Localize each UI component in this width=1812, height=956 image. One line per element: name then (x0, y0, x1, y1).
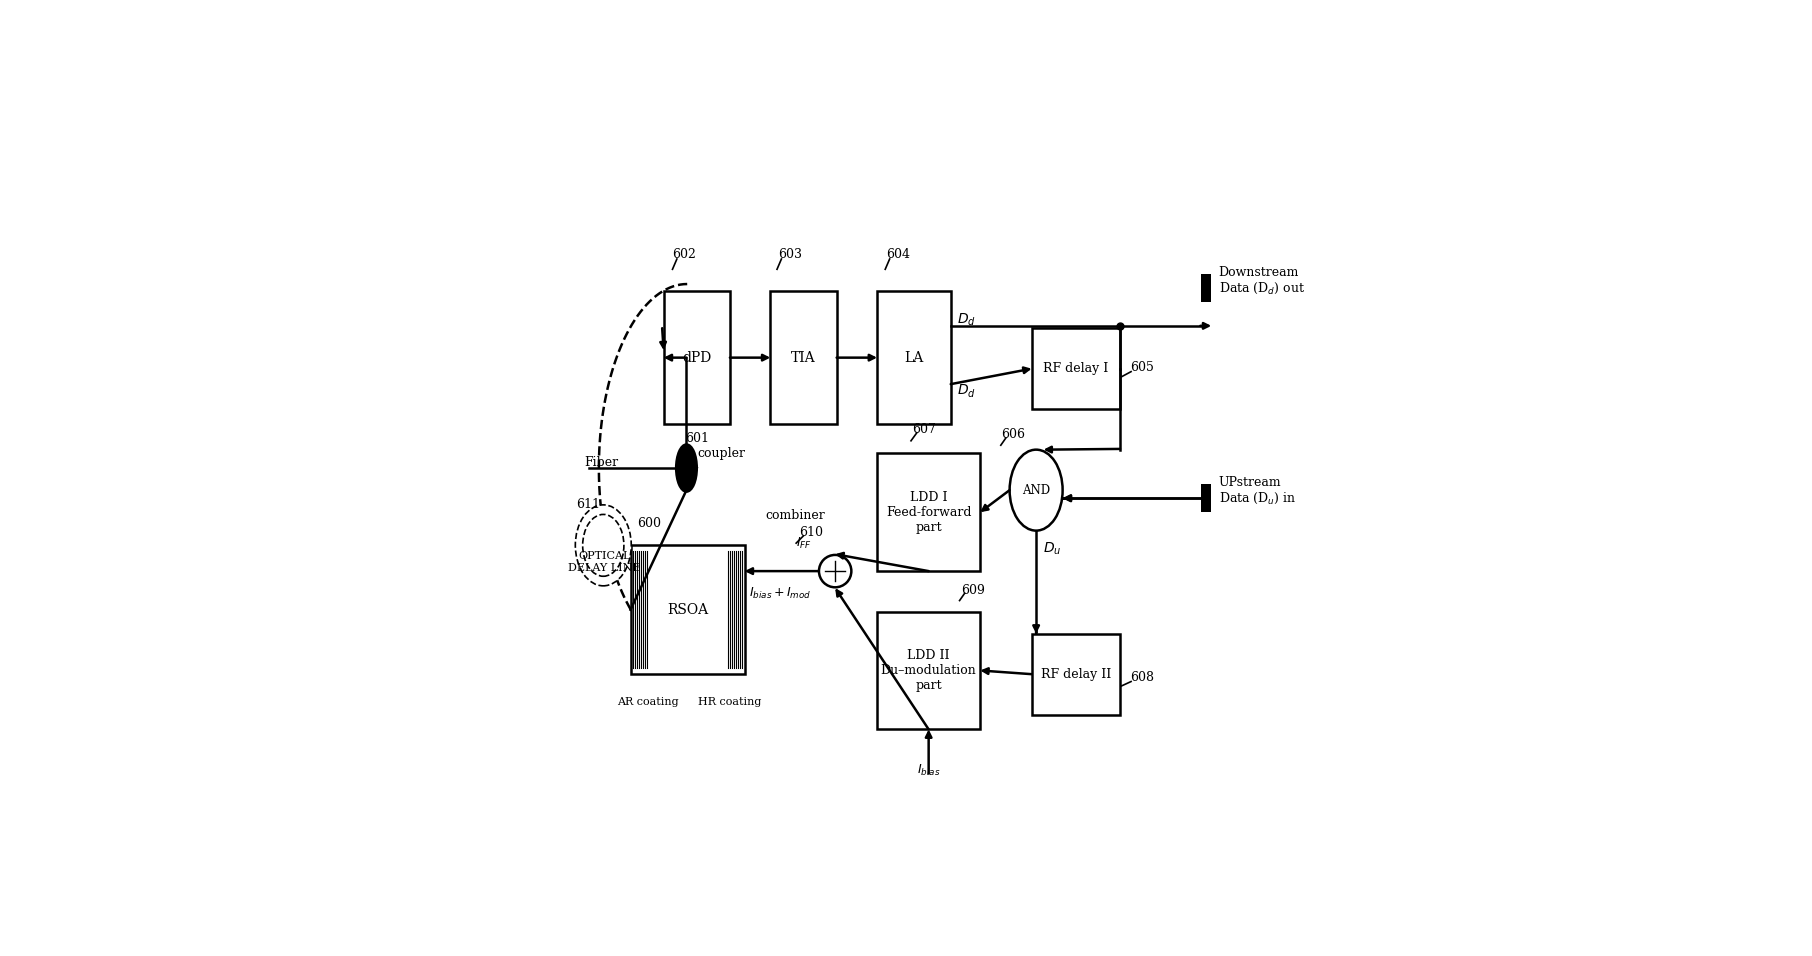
Text: AND: AND (1022, 484, 1051, 496)
Ellipse shape (576, 505, 631, 586)
Text: 610: 610 (799, 527, 823, 539)
Text: $I_{bias}$: $I_{bias}$ (917, 763, 940, 777)
Bar (1201, 485, 1210, 512)
Ellipse shape (1009, 449, 1062, 531)
Text: RSOA: RSOA (667, 603, 708, 617)
Text: TIA: TIA (792, 351, 815, 364)
Text: $I_{bias}+I_{mod}$: $I_{bias}+I_{mod}$ (748, 586, 812, 600)
Bar (877, 453, 980, 571)
Text: $D_u$: $D_u$ (1044, 541, 1062, 557)
Text: 605: 605 (1131, 361, 1154, 375)
Text: $D_d$: $D_d$ (957, 312, 975, 328)
Text: AR coating: AR coating (616, 697, 678, 707)
Text: OPTICAL
DELAY LINE: OPTICAL DELAY LINE (567, 552, 640, 573)
Text: HR coating: HR coating (698, 697, 761, 707)
Bar (770, 292, 837, 424)
Text: 609: 609 (960, 584, 984, 597)
Bar (877, 292, 951, 424)
Text: UPstream
Data (D$_u$) in: UPstream Data (D$_u$) in (1219, 476, 1296, 506)
Bar (663, 292, 730, 424)
Text: coupler: coupler (698, 446, 745, 460)
Text: LA: LA (904, 351, 924, 364)
Text: 606: 606 (1002, 428, 1026, 442)
Text: 608: 608 (1131, 671, 1154, 684)
Text: 611: 611 (576, 498, 600, 511)
Text: 603: 603 (779, 249, 803, 261)
Text: combiner: combiner (765, 509, 824, 522)
Text: LDD II
Du–modulation
part: LDD II Du–modulation part (881, 649, 977, 692)
Ellipse shape (676, 445, 698, 491)
Text: LDD I
Feed-forward
part: LDD I Feed-forward part (886, 490, 971, 533)
Text: $I_{FF}$: $I_{FF}$ (795, 536, 812, 552)
Text: 602: 602 (672, 249, 696, 261)
Text: dPD: dPD (681, 351, 712, 364)
Bar (1201, 274, 1210, 302)
Text: Fiber: Fiber (583, 456, 618, 468)
Text: 601: 601 (685, 432, 708, 445)
Text: 607: 607 (911, 424, 937, 436)
Text: RF delay II: RF delay II (1040, 667, 1111, 681)
Text: 600: 600 (638, 517, 661, 530)
Bar (1031, 634, 1120, 715)
Ellipse shape (583, 514, 623, 576)
Text: RF delay I: RF delay I (1044, 362, 1109, 375)
Bar (1031, 328, 1120, 409)
Text: 604: 604 (886, 249, 910, 261)
Bar (877, 612, 980, 729)
Text: $\bar{D}_d$: $\bar{D}_d$ (957, 380, 975, 400)
Bar (631, 545, 745, 674)
Text: Downstream
Data (D$_d$) out: Downstream Data (D$_d$) out (1219, 266, 1305, 296)
